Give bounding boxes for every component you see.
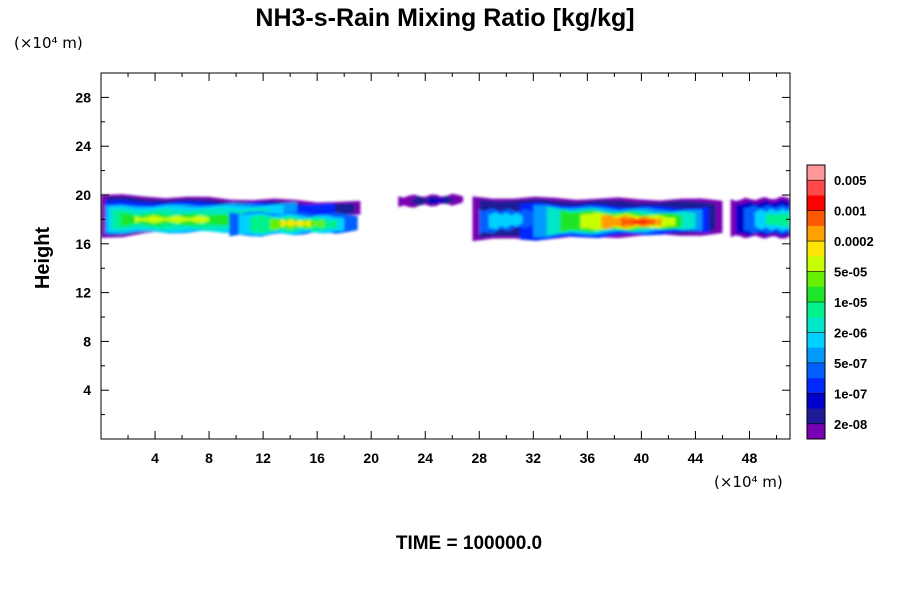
colorbar-label: 0.001	[834, 204, 867, 219]
x-tick-label: 8	[205, 450, 213, 466]
colorbar-band	[807, 302, 825, 318]
plot-frame	[100, 72, 791, 440]
x-tick-label: 36	[580, 450, 596, 466]
x-tick-label: 28	[471, 450, 487, 466]
y-tick-label: 24	[75, 138, 91, 154]
y-tick-label: 12	[75, 285, 91, 301]
contour-region	[634, 219, 650, 226]
x-tick-label: 16	[309, 450, 325, 466]
x-tick-label: 32	[526, 450, 542, 466]
y-tick-label: 28	[75, 89, 91, 105]
y-tick-label: 16	[75, 236, 91, 252]
colorbar-band	[807, 362, 825, 379]
x-axis-unit-label: (×10⁴ m)	[714, 473, 783, 491]
y-tick-label: 4	[83, 382, 91, 398]
y-tick-label: 20	[75, 187, 91, 203]
colorbar-band	[807, 210, 825, 227]
colorbar-band	[807, 317, 825, 333]
x-tick-label: 40	[634, 450, 650, 466]
chart-title: NH3-s-Rain Mixing Ratio [kg/kg]	[255, 4, 634, 32]
x-tick-label: 44	[688, 450, 704, 466]
colorbar-band	[807, 286, 825, 303]
colorbar-band	[807, 195, 825, 211]
x-tick-label: 20	[363, 450, 379, 466]
contour-region	[280, 219, 311, 227]
colorbar-label: 5e-05	[834, 265, 867, 280]
y-tick-label: 8	[83, 333, 91, 349]
y-axis-unit-label: (×10⁴ m)	[14, 34, 83, 52]
colorbar-band	[807, 271, 825, 288]
colorbar-legend: 0.005 0.001 0.0002 5e-05 1e-05 2e-06 5e-07 1e-0…	[806, 164, 874, 440]
contour-region	[765, 212, 790, 228]
plot-background	[101, 73, 790, 439]
colorbar-band	[807, 241, 825, 257]
contour-region	[488, 212, 523, 230]
colorbar-band	[807, 165, 825, 181]
colorbar-band	[807, 332, 825, 348]
colorbar-label: 0.005	[834, 173, 867, 188]
plot-area	[101, 73, 790, 439]
colorbar-label: 0.0002	[834, 234, 874, 249]
colorbar-band	[807, 423, 825, 440]
colorbar-label: 5e-07	[834, 356, 867, 371]
contour-region	[134, 215, 210, 224]
cloud-contours	[101, 193, 790, 242]
colorbar-label: 1e-05	[834, 295, 867, 310]
colorbar-band	[807, 378, 825, 394]
colorbar-band	[807, 347, 825, 364]
time-label: TIME = 100000.0	[396, 533, 542, 554]
x-tick-label: 48	[742, 450, 758, 466]
colorbar-band	[807, 180, 825, 196]
colorbar-band	[807, 408, 825, 425]
colorbar-label: 1e-07	[834, 386, 867, 401]
colorbar-band	[807, 256, 825, 272]
colorbar-band	[807, 393, 825, 409]
colorbar-band	[807, 225, 825, 242]
colorbar-label: 2e-08	[834, 417, 867, 432]
contour-region	[429, 197, 446, 205]
x-tick-label: 24	[417, 450, 433, 466]
x-tick-label: 4	[151, 450, 159, 466]
y-axis-title: Height	[32, 227, 54, 290]
x-tick-label: 12	[255, 450, 271, 466]
colorbar-label: 2e-06	[834, 325, 867, 340]
